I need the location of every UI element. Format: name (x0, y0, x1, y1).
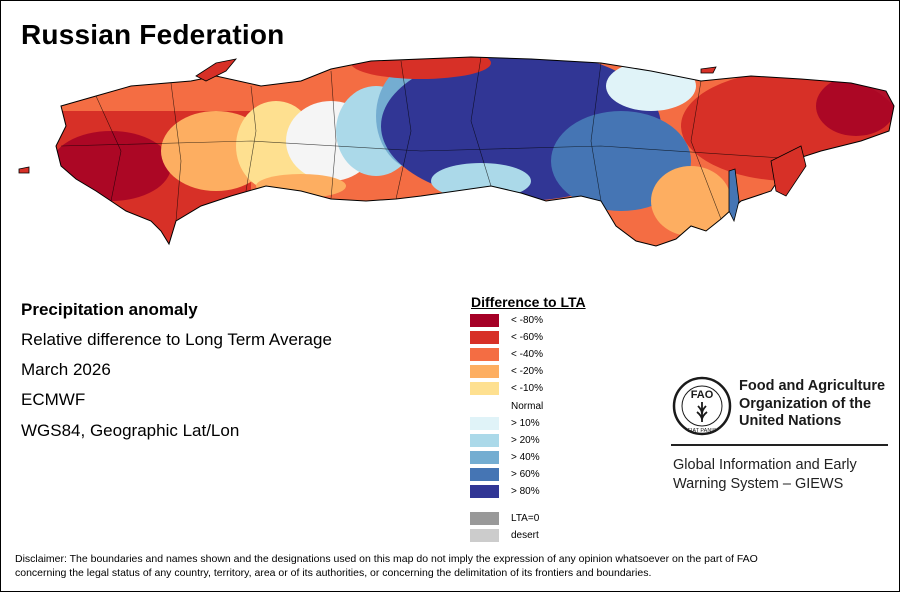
info-period: March 2026 (21, 360, 111, 379)
info-description: Relative difference to Long Term Average (21, 330, 332, 349)
legend-swatch (470, 529, 499, 542)
legend-label: < -60% (511, 332, 543, 343)
fao-logo-letters: FAO (691, 389, 714, 401)
legend-label: LTA=0 (511, 513, 540, 524)
legend-label: < -80% (511, 315, 543, 326)
fao-org-line2: Organization of the (739, 395, 872, 412)
legend-label: > 40% (511, 452, 540, 463)
fao-organization-name: Food and Agriculture Organization of the… (739, 378, 885, 431)
disclaimer-line1: Disclaimer: The boundaries and names sho… (15, 553, 758, 565)
legend-swatch (470, 434, 499, 447)
anomaly-zones (56, 57, 894, 246)
info-variable: Precipitation anomaly (21, 300, 198, 319)
zone-north-dry (351, 57, 491, 79)
zone-chukotka-extreme (816, 76, 894, 136)
legend-swatch (470, 485, 499, 498)
legend-label: < -20% (511, 366, 543, 377)
legend-swatch (470, 468, 499, 481)
legend-label: > 10% (511, 418, 540, 429)
legend-swatch (470, 365, 499, 378)
zone-sakha-normal (606, 61, 696, 111)
fao-divider (671, 444, 888, 446)
legend-swatch (470, 417, 499, 430)
zone-south-sib-mixed (431, 163, 531, 199)
giews-line1: Global Information and Early (673, 457, 857, 473)
map-title: Russian Federation (21, 19, 285, 50)
legend-label: desert (511, 530, 539, 541)
info-projection: WGS84, Geographic Lat/Lon (21, 421, 240, 440)
legend-swatch (470, 314, 499, 327)
admin-boundaries (60, 56, 797, 222)
legend-label: > 20% (511, 435, 540, 446)
giews-line2: Warning System – GIEWS (673, 476, 844, 492)
fao-logo-motto: FIAT PANIS (687, 428, 716, 434)
kamchatka (770, 145, 807, 197)
legend-swatch (470, 331, 499, 344)
legend-label: < -40% (511, 349, 543, 360)
legend-label: > 60% (511, 469, 540, 480)
legend-swatch (470, 451, 499, 464)
zone-amur-moderate (651, 166, 731, 236)
legend-label: < -10% (511, 383, 543, 394)
disclaimer: Disclaimer: The boundaries and names sho… (15, 552, 885, 580)
legend-swatch (470, 512, 499, 525)
legend-normal-label: Normal (511, 401, 544, 412)
legend-label: > 80% (511, 486, 540, 497)
info-source: ECMWF (21, 390, 86, 409)
giews-name: Global Information and Early Warning Sys… (673, 456, 857, 494)
wrangel-island (700, 66, 717, 74)
zone-west-extreme (56, 131, 171, 201)
disclaimer-line2: concerning the legal status of any count… (15, 567, 652, 579)
legend-title: Difference to LTA (471, 294, 586, 310)
novaya-zemlya (195, 58, 238, 82)
fao-org-line1: Food and Agriculture (739, 378, 886, 394)
fao-logo-icon: FAO FIAT PANIS (672, 376, 732, 436)
legend-swatch (470, 348, 499, 361)
fao-org-line3: United Nations (739, 413, 842, 429)
sakhalin (728, 168, 740, 223)
anomaly-map (18, 56, 895, 247)
legend-swatch (470, 382, 499, 395)
kaliningrad (18, 166, 30, 174)
